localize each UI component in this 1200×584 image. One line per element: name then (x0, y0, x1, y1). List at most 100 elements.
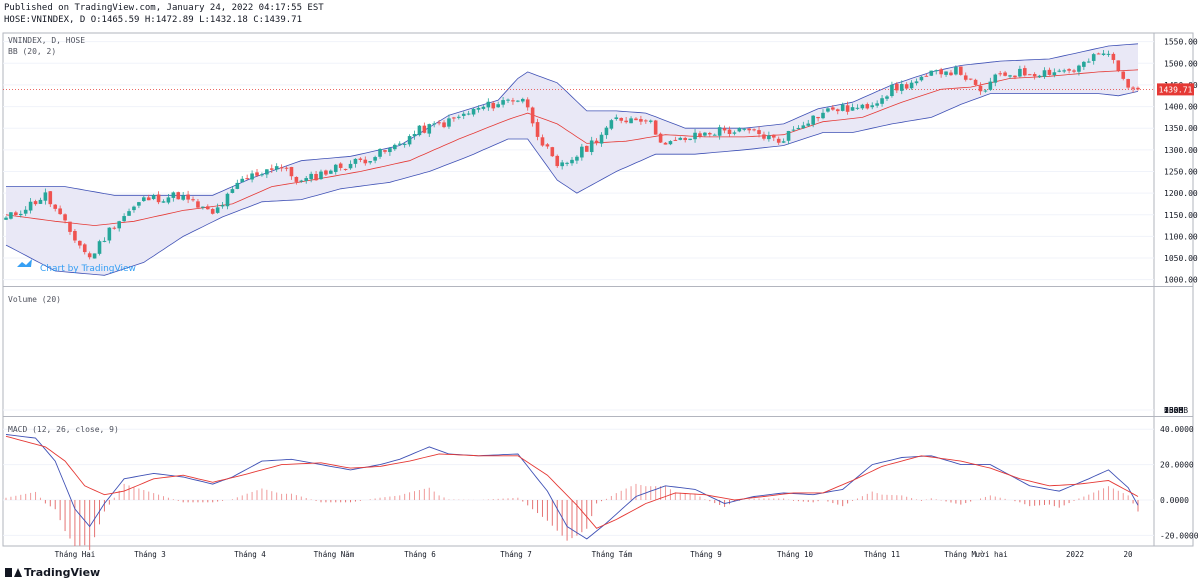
candle-body (895, 83, 899, 91)
candle-body (978, 85, 983, 92)
volume-pane-title: Volume (20) (8, 295, 61, 304)
candle-body (87, 253, 92, 258)
macd-pane-title: MACD (12, 26, close, 9) (8, 425, 119, 434)
candle-body (1131, 87, 1135, 89)
candle-body (240, 178, 245, 183)
candle-body (737, 128, 742, 132)
candle-body (92, 253, 97, 259)
candle-body (97, 241, 102, 254)
candle-body (757, 130, 761, 134)
candle-body (146, 197, 151, 201)
bb-basis-line (5, 69, 1139, 227)
candle-body (132, 206, 136, 211)
volume-tick-label: 750M (1164, 406, 1183, 415)
candle-body (279, 167, 284, 169)
candle-body (959, 66, 963, 75)
candle-body (1062, 70, 1066, 72)
candle-body (476, 107, 481, 110)
candle-body (752, 129, 756, 131)
price-pane-title: VNINDEX, D, HOSE (8, 36, 85, 45)
candle-body (48, 191, 53, 205)
candle-body (924, 75, 929, 77)
candle-body (644, 120, 648, 122)
candle-body (801, 125, 806, 129)
candle-body (954, 67, 958, 75)
candle-body (870, 105, 875, 108)
candle-body (767, 135, 771, 140)
candle-body (314, 173, 318, 181)
macd-tick-label: 40.0000 (1160, 425, 1194, 434)
candle-body (614, 117, 619, 120)
candle-body (688, 138, 692, 140)
candle-body (269, 168, 274, 170)
candle-body (565, 162, 569, 164)
candle-body (407, 136, 412, 145)
candle-body (545, 144, 550, 147)
candle-body (860, 104, 865, 109)
candle-body (63, 214, 67, 221)
candle-body (968, 78, 973, 80)
price-tick-label: 1050.00 (1164, 254, 1198, 263)
x-axis-label: Tháng 10 (777, 550, 814, 559)
price-tick-label: 1150.00 (1164, 211, 1198, 220)
bb-indicator-label: BB (20, 2) (8, 47, 56, 56)
candle-body (294, 176, 299, 182)
candle-body (639, 119, 643, 122)
candle-body (388, 148, 392, 153)
candle-body (594, 140, 599, 143)
candle-body (260, 174, 264, 176)
cloud-icon (17, 259, 32, 267)
candle-body (265, 169, 269, 175)
candle-body (338, 163, 343, 168)
candle-body (191, 199, 195, 201)
candle-body (1106, 53, 1111, 55)
price-tick-label: 1550.00 (1164, 38, 1198, 47)
candle-body (1032, 74, 1037, 77)
candle-body (255, 172, 259, 176)
x-axis-label: 2022 (1066, 550, 1084, 559)
candle-body (511, 100, 515, 102)
candle-body (102, 240, 107, 242)
watermark-text: Chart by TradingView (40, 264, 136, 274)
candle-body (353, 158, 358, 164)
price-tick-label: 1350.00 (1164, 124, 1198, 133)
candle-body (1057, 70, 1062, 72)
price-tick-label: 1300.00 (1164, 146, 1198, 155)
candle-body (457, 116, 461, 118)
candle-body (28, 201, 33, 211)
candle-body (107, 227, 112, 241)
x-axis-label: 20 (1123, 550, 1133, 559)
candle-body (983, 90, 988, 92)
candle-body (181, 195, 185, 200)
candle-body (1047, 69, 1052, 75)
candle-body (762, 134, 766, 139)
candle-body (4, 217, 8, 220)
footer-brand: TradingView (5, 566, 100, 579)
candle-body (658, 133, 663, 143)
candle-body (496, 104, 500, 108)
candle-body (402, 143, 407, 145)
candle-body (1052, 72, 1057, 76)
candle-body (939, 69, 943, 75)
macd-tick-label: 20.0000 (1160, 461, 1194, 470)
candle-body (481, 106, 486, 109)
x-axis-label: Tháng 6 (404, 550, 436, 559)
price-tick-label: 1200.00 (1164, 189, 1198, 198)
candle-body (447, 118, 451, 127)
published-text: Published on TradingView.com, January 24… (4, 3, 324, 13)
x-axis-label: Tháng Mười hai (944, 550, 1007, 559)
price-tick-label: 1500.00 (1164, 59, 1198, 68)
candle-body (215, 207, 220, 213)
candle-body (865, 104, 870, 109)
candle-body (284, 167, 289, 169)
candle-body (821, 112, 825, 119)
candle-body (1003, 72, 1007, 76)
candle-body (722, 128, 727, 131)
candle-body (299, 180, 304, 182)
candle-body (501, 100, 505, 105)
candle-body (378, 148, 382, 157)
candle-body (1067, 69, 1071, 71)
volume-tick-label: 1.5B (1164, 406, 1183, 415)
candle-body (373, 157, 377, 161)
